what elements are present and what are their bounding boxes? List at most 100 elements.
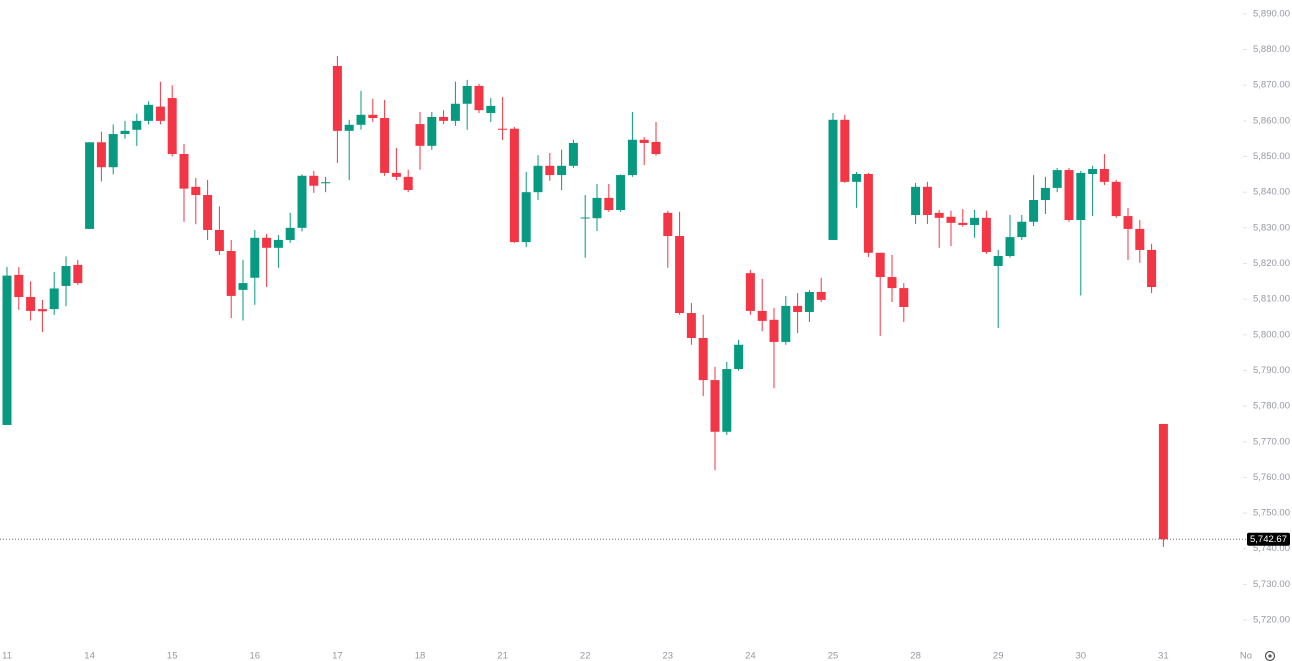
y-tick-label: 5,800.00 [1253, 329, 1290, 340]
candle-body [1111, 181, 1121, 217]
candle-body [840, 119, 850, 182]
candle-body [533, 165, 543, 193]
y-tick-label: 5,770.00 [1253, 436, 1290, 447]
x-tick-label: 23 [663, 651, 674, 661]
candle-body [804, 292, 814, 312]
y-tick-label: 5,820.00 [1253, 258, 1290, 269]
x-tick-label: 22 [580, 651, 591, 661]
candle-body [828, 119, 838, 240]
candle-body [1017, 221, 1027, 238]
candle-body [639, 139, 649, 143]
x-tick-label: 28 [910, 651, 921, 661]
candle-body [627, 139, 637, 176]
settings-icon[interactable] [1264, 650, 1276, 661]
candle-body [734, 344, 744, 370]
candle-body [486, 105, 496, 114]
candle-body [203, 195, 213, 230]
candle-body [651, 141, 661, 155]
candle-body [1123, 216, 1133, 229]
y-tick-label: 5,840.00 [1253, 187, 1290, 198]
candle-body [993, 256, 1003, 266]
candle-body [781, 305, 791, 342]
y-tick-label: 5,730.00 [1253, 579, 1290, 590]
candle-body [167, 98, 177, 155]
candle-body [85, 142, 95, 229]
candle-body [580, 217, 590, 219]
candle-body [698, 338, 708, 381]
candle-body [745, 273, 755, 311]
x-tick-label: 17 [332, 651, 343, 661]
x-tick-label: 24 [745, 651, 756, 661]
candle-body [427, 116, 437, 146]
candle-body [604, 197, 614, 211]
candle-body [2, 275, 12, 426]
candle-body [120, 130, 130, 135]
candle-body [934, 212, 944, 218]
candle-body [179, 154, 189, 189]
candle-body [498, 128, 508, 130]
candle-body [214, 229, 224, 252]
candle-body [14, 274, 24, 298]
y-tick-label: 5,790.00 [1253, 365, 1290, 376]
y-tick-label: 5,720.00 [1253, 615, 1290, 626]
candle-body [1064, 170, 1074, 220]
y-tick-label: 5,860.00 [1253, 115, 1290, 126]
candle-body [1029, 200, 1039, 222]
x-tick-label: 11 [2, 651, 12, 661]
candle-body [108, 134, 118, 168]
candle-body [911, 186, 921, 215]
candle-body [887, 277, 897, 289]
y-tick-label: 5,890.00 [1253, 8, 1290, 19]
y-tick-label: 5,760.00 [1253, 472, 1290, 483]
candle-body [226, 251, 236, 296]
candle-body [49, 288, 59, 310]
candle-body [403, 176, 413, 191]
candle-body [238, 283, 248, 290]
y-tick-label: 5,810.00 [1253, 294, 1290, 305]
settings-dot[interactable] [1268, 654, 1272, 658]
x-tick-label: 21 [497, 651, 508, 661]
y-tick-label: 5,870.00 [1253, 80, 1290, 91]
candle-body [144, 104, 154, 121]
y-tick-label: 5,830.00 [1253, 222, 1290, 233]
candle-body [368, 114, 378, 119]
candle-body [391, 172, 401, 177]
candle-body [863, 173, 873, 253]
candle-body [793, 305, 803, 312]
candle-body [37, 309, 47, 312]
candle-body [262, 237, 272, 248]
candle-body [958, 222, 968, 225]
candle-body [332, 65, 342, 131]
candle-body [1040, 187, 1050, 201]
candle-body [769, 319, 779, 342]
candle-body [356, 114, 366, 125]
candle-body [875, 252, 885, 278]
candle-body [710, 380, 720, 432]
candle-body [132, 120, 142, 130]
candle-body [722, 369, 732, 432]
x-tick-label: No [1240, 651, 1252, 661]
candle-body [616, 175, 626, 211]
candle-body [545, 165, 555, 176]
candle-body [922, 186, 932, 215]
candle-body [450, 103, 460, 121]
candle-body [415, 124, 425, 146]
candle-body [1088, 169, 1098, 174]
last-price-label: 5,742.67 [1250, 534, 1287, 545]
candle-body [26, 297, 36, 311]
candle-body [273, 239, 283, 248]
candle-body [899, 288, 909, 307]
x-tick-label: 25 [828, 651, 839, 661]
candle-body [155, 106, 165, 121]
x-tick-label: 15 [167, 651, 178, 661]
candle-body [509, 128, 519, 243]
candle-body [1076, 172, 1086, 220]
candle-body [981, 217, 991, 253]
candle-body [1158, 423, 1168, 540]
x-tick-label: 30 [1076, 651, 1087, 661]
y-tick-label: 5,750.00 [1253, 508, 1290, 519]
last-price-badge [1247, 532, 1290, 546]
candle-body [297, 175, 307, 228]
